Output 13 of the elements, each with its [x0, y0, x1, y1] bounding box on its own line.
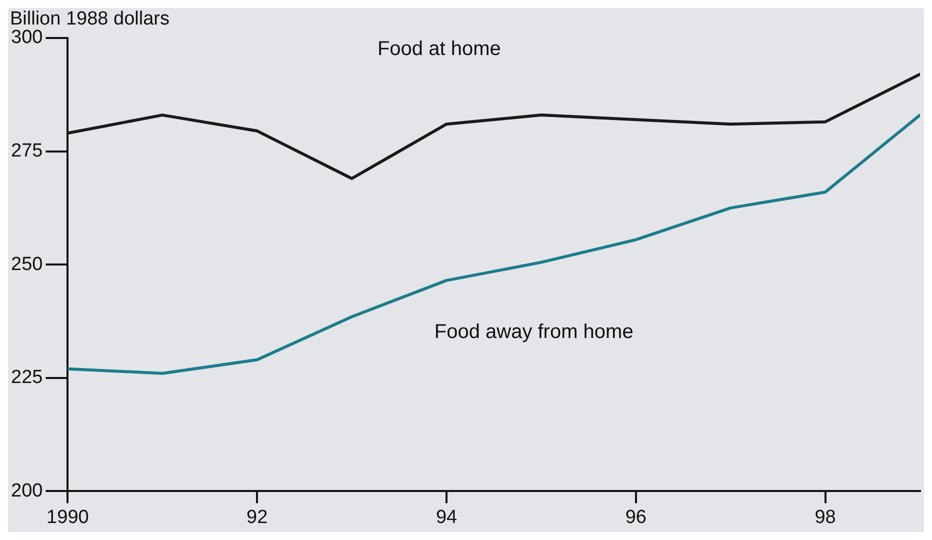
x-tick-label: 96	[625, 506, 646, 528]
x-tick-label: 92	[246, 506, 268, 528]
text: Food at home	[377, 38, 501, 60]
y-axis-title: Billion 1988 dollars	[10, 8, 170, 30]
series-label: Food away from home	[434, 320, 634, 343]
y-tick-label: 250	[11, 254, 43, 275]
y-tick-label: 275	[11, 140, 43, 162]
x-tick-label: 94	[436, 506, 458, 528]
y-tick-label: 300	[11, 27, 43, 48]
x-tick-label: 98	[814, 506, 836, 528]
y-tick-label: 200	[11, 480, 43, 502]
x-tick-label: 1990	[46, 506, 89, 528]
y-tick-label: 225	[11, 367, 43, 388]
